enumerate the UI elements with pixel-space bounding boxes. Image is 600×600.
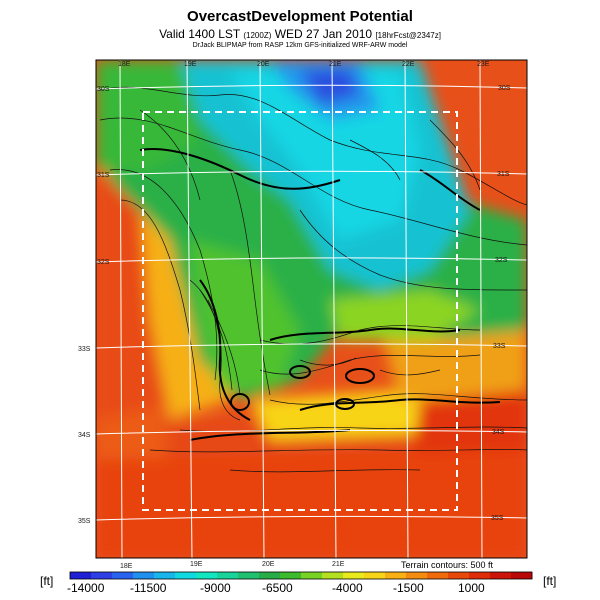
lon-label-top: 21E	[329, 61, 342, 68]
lon-label-bottom: 19E	[190, 561, 203, 568]
lon-label-top: 20E	[257, 61, 270, 68]
lat-label-left: 31S	[97, 172, 110, 179]
colorbar-unit-right: [ft]	[543, 574, 557, 588]
colorbar-unit-left: [ft]	[40, 574, 54, 588]
terrain-contour-note: Terrain contours: 500 ft	[398, 560, 497, 570]
lat-label-right: 30S	[498, 85, 511, 92]
lat-label-right: 31S	[497, 171, 510, 178]
lat-lon-grid	[96, 60, 527, 558]
lat-label-left: 35S	[78, 518, 91, 525]
valid-utc: (1200Z)	[243, 31, 272, 40]
lat-label-left: 30S	[97, 86, 110, 93]
lon-label-bottom: 20E	[262, 561, 275, 568]
map-field	[96, 60, 527, 558]
lon-label-bottom: 21E	[332, 561, 345, 568]
lat-label-left: 33S	[78, 346, 91, 353]
map-frame	[95, 59, 528, 559]
inner-domain-boundary	[142, 111, 458, 511]
lat-label-right: 35S	[491, 515, 504, 522]
lat-label-left: 32S	[97, 259, 110, 266]
lat-label-right: 33S	[493, 343, 506, 350]
source-line: DrJack BLIPMAP from RASP 12km GFS-initia…	[192, 42, 408, 49]
bold-contours	[139, 148, 501, 441]
lon-label-top: 22E	[402, 61, 415, 68]
valid-date: WED 27 Jan 2010	[274, 27, 373, 41]
lon-label-top: 18E	[118, 61, 131, 68]
lat-label-left: 34S	[78, 432, 91, 439]
valid-prefix: Valid 1400 LST	[159, 27, 241, 41]
lon-label-top: 19E	[184, 61, 197, 68]
lat-label-right: 34S	[492, 429, 505, 436]
valid-time-line: Valid 1400 LST (1200Z) WED 27 Jan 2010 […	[0, 27, 600, 41]
chart-title: OvercastDevelopment Potential	[187, 8, 413, 25]
valid-code: [18hrFcst@2347z]	[375, 31, 441, 40]
lon-label-bottom: 18E	[120, 563, 133, 570]
lat-label-right: 32S	[495, 257, 508, 264]
lon-label-top: 23E	[477, 61, 490, 68]
